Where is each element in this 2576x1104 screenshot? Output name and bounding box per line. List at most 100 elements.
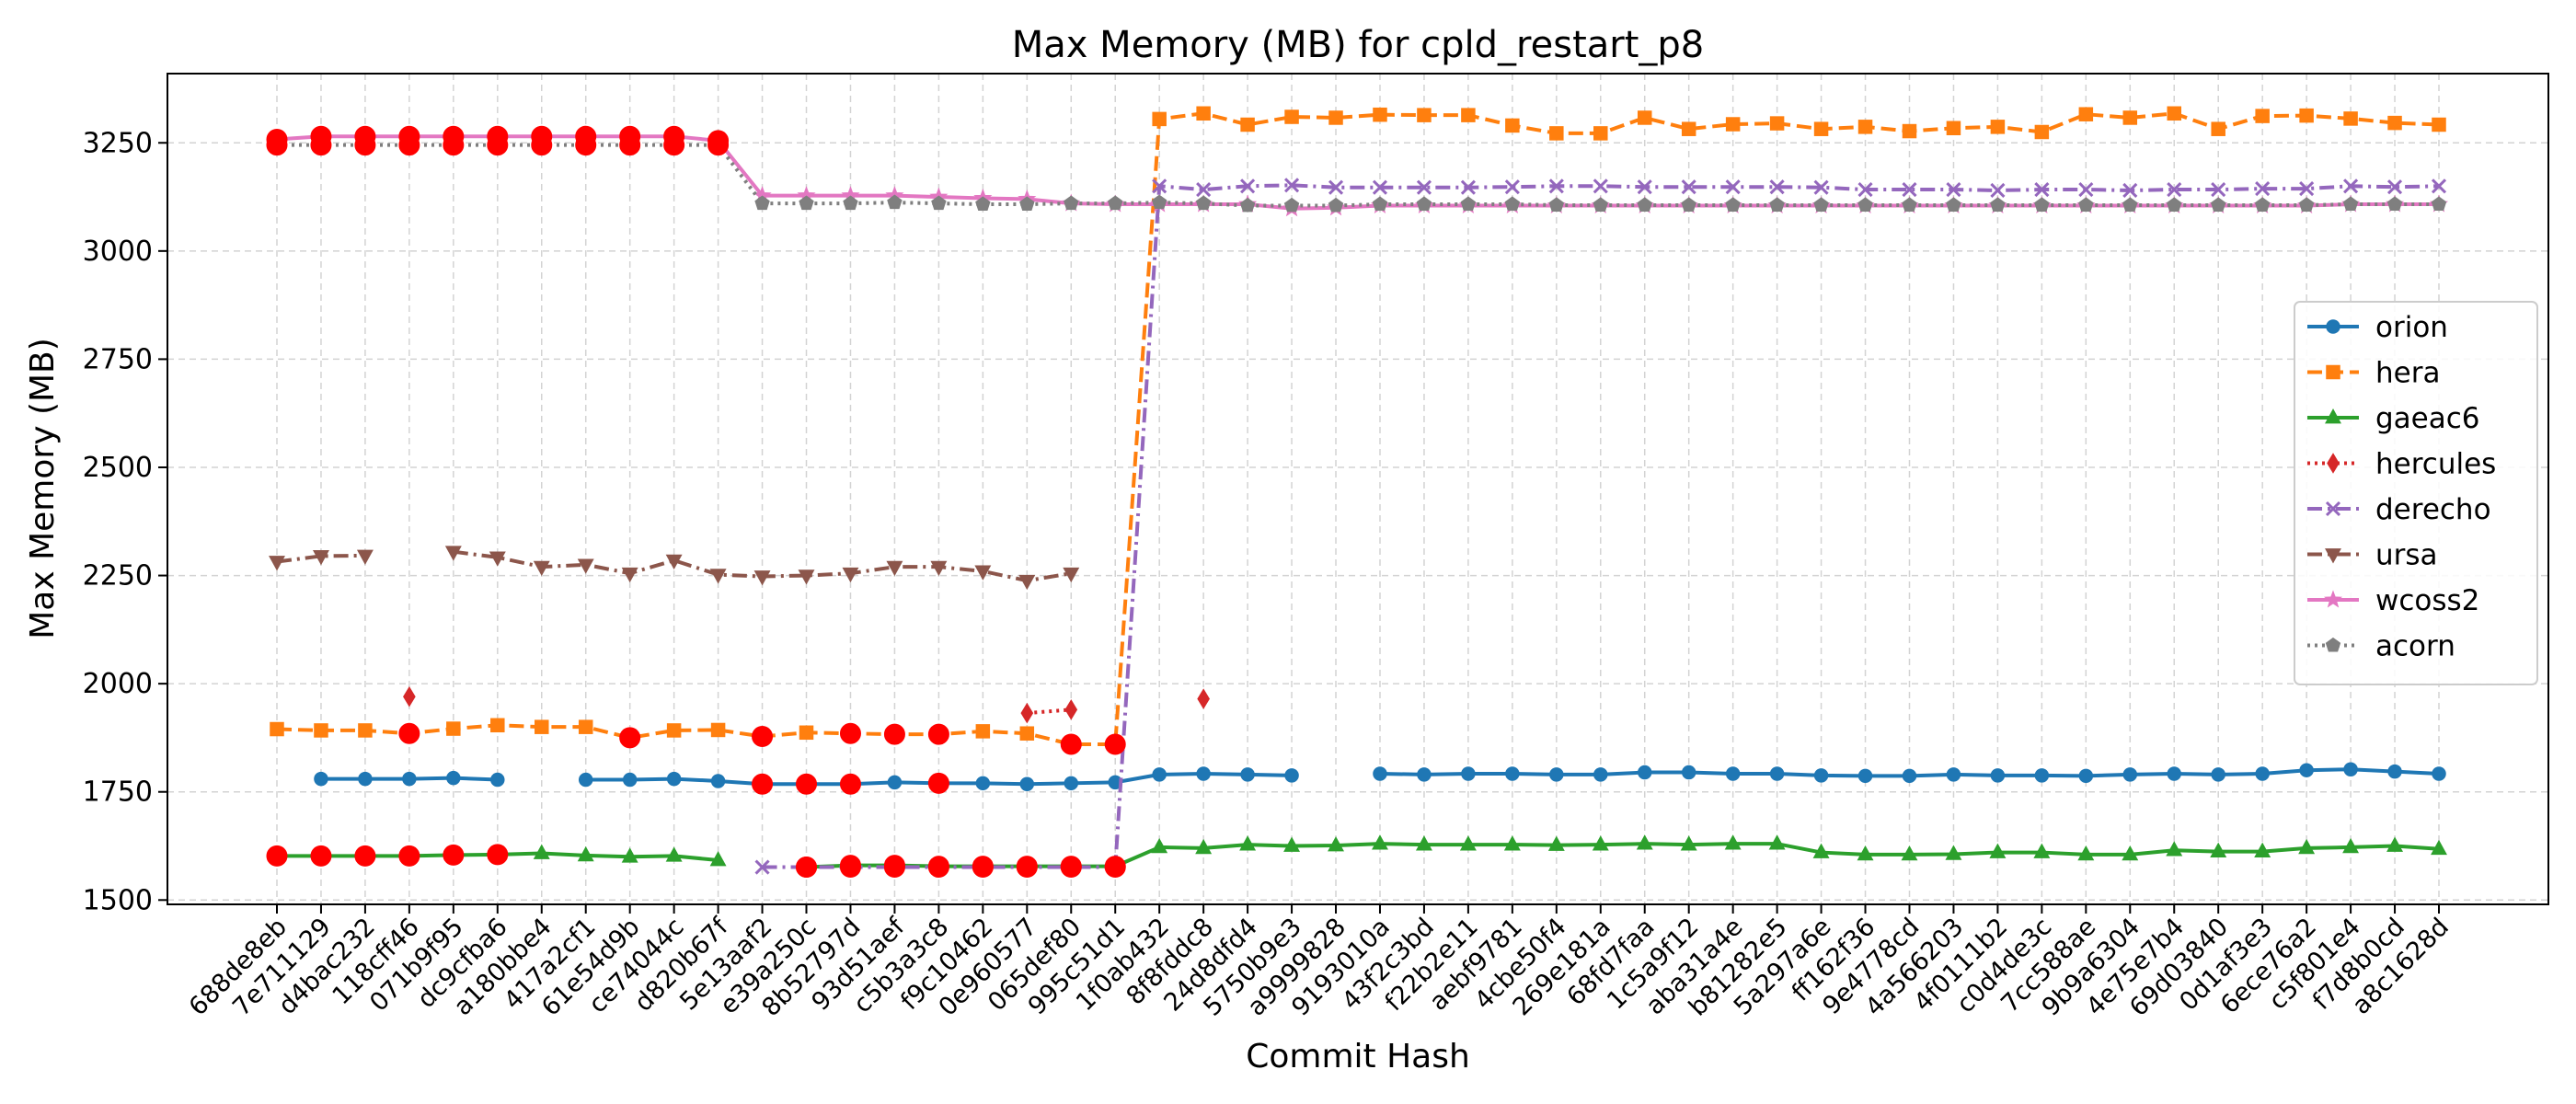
data-point-hera — [1461, 108, 1476, 122]
highlight-point — [398, 134, 420, 156]
legend-item-gaeac6: gaeac6 — [2307, 402, 2480, 435]
highlight-point — [839, 773, 861, 795]
data-point-orion — [2343, 762, 2358, 777]
data-point-hera — [2122, 110, 2138, 125]
data-point-orion — [314, 771, 328, 787]
data-point-hera — [2167, 106, 2181, 121]
highlight-point — [531, 134, 553, 156]
data-point-derecho-stroke — [2255, 181, 2271, 197]
data-point-orion — [1681, 765, 1696, 780]
highlight-point — [398, 845, 420, 867]
data-point-derecho-stroke — [2299, 181, 2315, 197]
data-point-ursa — [709, 569, 727, 584]
data-point-acorn — [1902, 197, 1917, 212]
data-point-derecho-stroke — [2034, 181, 2050, 198]
data-point-ursa — [621, 567, 638, 583]
legend: orion hera gaeac6 hercules derecho ursa wcoss2… — [2294, 301, 2538, 685]
data-point-acorn — [1990, 197, 2006, 212]
data-point-derecho — [2167, 181, 2182, 198]
data-point-acorn — [1548, 197, 1565, 212]
data-point-acorn — [1593, 197, 1608, 212]
highlight-point — [1060, 857, 1082, 879]
data-point-derecho — [1593, 178, 1608, 194]
data-point-hera — [1152, 111, 1167, 127]
data-point-derecho-stroke — [1240, 178, 1256, 194]
legend-marker-stroke — [2325, 500, 2341, 517]
data-point-acorn — [2167, 197, 2182, 212]
data-point-derecho — [1372, 179, 1388, 195]
data-point-hera — [270, 721, 284, 737]
data-point-acorn — [2254, 197, 2271, 212]
data-point-derecho-stroke — [1460, 179, 1476, 195]
data-point-derecho — [1548, 178, 1564, 194]
data-point-hercules — [403, 686, 416, 707]
data-point-hera — [1681, 121, 1696, 136]
data-point-gaeac6 — [577, 845, 594, 862]
data-point-gaeac6 — [1768, 834, 1786, 850]
data-point-orion — [1373, 766, 1387, 781]
data-point-gaeac6 — [1328, 836, 1344, 852]
data-point-acorn — [887, 194, 903, 210]
data-point-acorn — [2078, 197, 2094, 212]
data-point-orion — [2078, 768, 2094, 784]
data-point-gaeac6 — [1415, 835, 1432, 851]
highlight-point — [266, 134, 288, 156]
data-point-gaeac6 — [1151, 837, 1168, 854]
data-point-derecho-stroke — [1196, 181, 1212, 198]
data-point-orion — [1549, 767, 1564, 782]
highlight-point — [443, 134, 465, 156]
data-point-ursa — [798, 569, 815, 585]
data-point-orion — [446, 770, 461, 786]
data-point-orion — [1240, 767, 1255, 782]
highlight-point — [354, 134, 376, 156]
data-point-acorn — [2122, 197, 2138, 212]
data-point-gaeac6 — [1857, 845, 1874, 861]
data-point-derecho — [2211, 181, 2226, 198]
data-point-gaeac6 — [1459, 835, 1477, 851]
data-point-derecho-stroke — [1152, 178, 1167, 194]
data-point-orion — [1902, 768, 1917, 784]
data-point-derecho-stroke — [1813, 179, 1829, 195]
data-point-derecho — [2034, 181, 2050, 198]
data-point-gaeac6 — [2077, 845, 2095, 861]
data-point-orion — [1946, 767, 1961, 782]
data-point-ursa — [533, 560, 550, 577]
grid-lines — [167, 74, 2548, 904]
highlight-point — [266, 845, 288, 867]
data-point-orion — [1637, 765, 1652, 780]
y-tick-label: 2000 — [83, 668, 153, 700]
data-point-hera — [1725, 117, 1741, 132]
data-point-derecho-stroke — [1593, 178, 1608, 194]
data-point-acorn — [1239, 197, 1256, 213]
data-point-derecho-stroke — [1372, 179, 1388, 195]
data-point-orion — [490, 772, 505, 788]
data-point-derecho-stroke — [1637, 179, 1652, 195]
data-point-orion — [1064, 776, 1079, 791]
data-point-hera — [1902, 123, 1917, 139]
y-tick-label: 2250 — [83, 560, 153, 592]
data-point-hera — [2387, 115, 2402, 131]
data-point-derecho-stroke — [1902, 181, 1917, 198]
data-point-derecho-stroke — [2211, 181, 2226, 198]
data-point-gaeac6 — [1812, 843, 1830, 858]
data-point-hercules — [1064, 699, 1078, 720]
data-point-acorn — [1372, 196, 1388, 212]
data-point-derecho-stroke — [1769, 179, 1785, 195]
highlight-point — [487, 134, 509, 156]
data-point-derecho-stroke — [1990, 182, 2006, 199]
legend-item-hercules: hercules — [2307, 448, 2496, 481]
highlight-point — [310, 134, 332, 156]
y-tick-label: 2500 — [83, 452, 153, 484]
legend-label: derecho — [2375, 493, 2491, 526]
data-point-derecho — [1813, 179, 1829, 195]
data-point-ursa — [356, 549, 374, 565]
data-point-ursa — [665, 554, 683, 570]
data-point-gaeac6 — [1372, 834, 1388, 850]
y-axis-ticks: 1500 1750 2000 2250 2500 2750 3000 3250 — [83, 127, 167, 916]
data-point-ursa — [842, 567, 859, 583]
data-point-orion — [975, 776, 991, 791]
data-point-acorn — [1328, 197, 1344, 213]
data-point-hera — [1813, 121, 1829, 136]
data-point-hercules — [1197, 688, 1210, 709]
